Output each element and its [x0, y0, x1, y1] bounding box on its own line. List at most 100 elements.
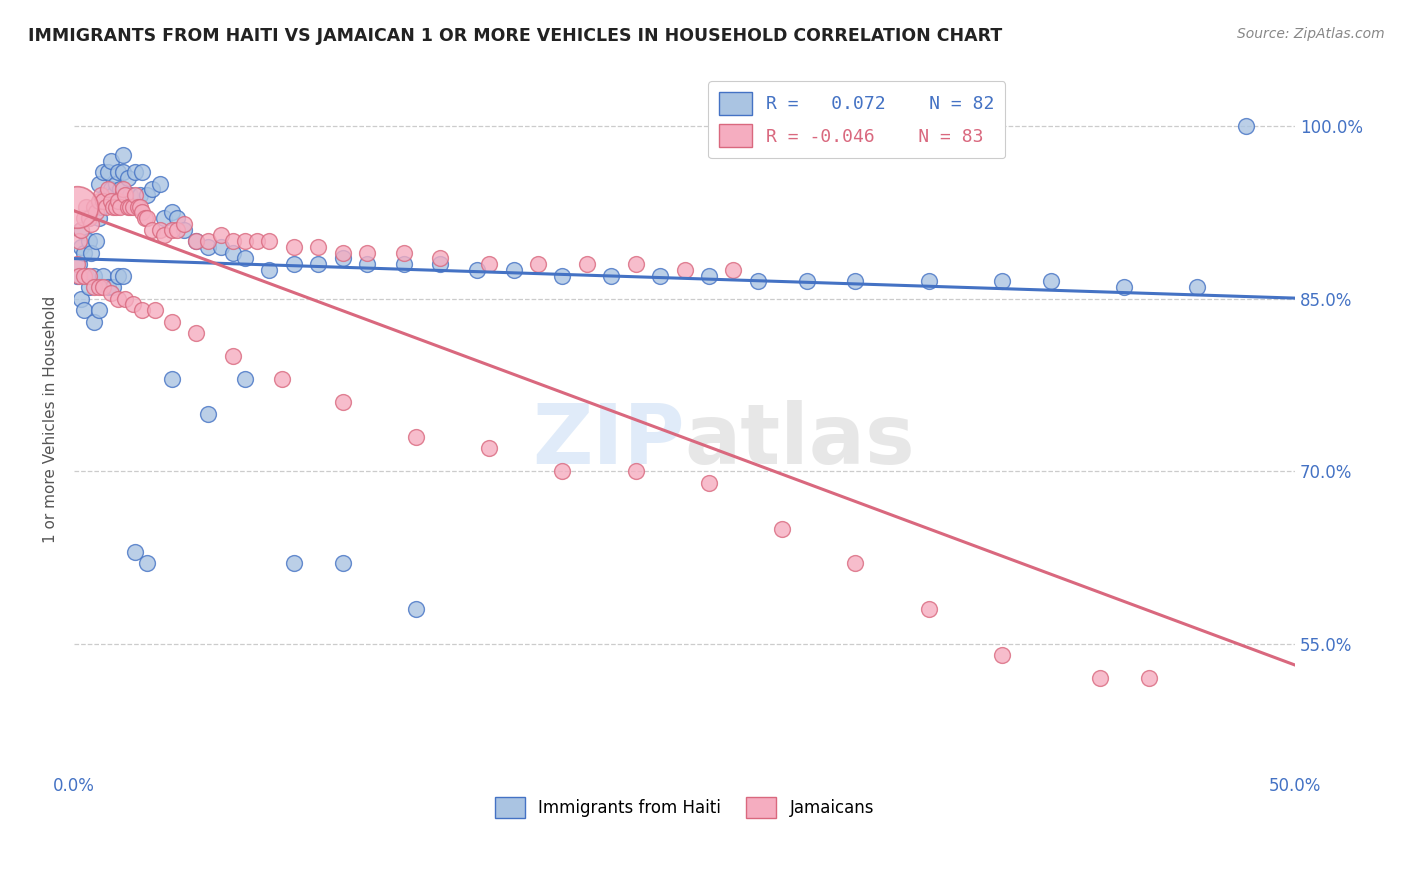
Point [148, 177, 170, 191]
Point [90, 188, 112, 202]
Point [87, 211, 110, 225]
Text: atlas: atlas [685, 400, 915, 481]
Point [1039, 274, 1062, 288]
Point [1187, 280, 1209, 294]
Point [1088, 671, 1111, 685]
Point [77, 280, 100, 294]
Point [197, 234, 219, 248]
Point [73, 303, 96, 318]
Point [65, 257, 87, 271]
Point [70, 240, 93, 254]
Point [80, 217, 103, 231]
Point [747, 274, 769, 288]
Point [75, 268, 97, 283]
Point [94, 188, 117, 202]
Point [723, 262, 745, 277]
Point [134, 211, 156, 225]
Point [131, 205, 153, 219]
Point [844, 274, 866, 288]
Point [67, 268, 90, 283]
Point [160, 314, 183, 328]
Point [551, 268, 574, 283]
Point [502, 262, 524, 277]
Point [166, 222, 188, 236]
Point [121, 297, 143, 311]
Point [624, 257, 647, 271]
Point [796, 274, 818, 288]
Point [356, 245, 378, 260]
Point [153, 228, 176, 243]
Text: ZIP: ZIP [531, 400, 685, 481]
Point [392, 245, 415, 260]
Point [332, 245, 354, 260]
Point [93, 194, 115, 208]
Point [478, 441, 501, 455]
Point [197, 240, 219, 254]
Point [222, 349, 245, 363]
Point [918, 602, 941, 616]
Point [186, 234, 208, 248]
Point [97, 280, 120, 294]
Text: Source: ZipAtlas.com: Source: ZipAtlas.com [1237, 27, 1385, 41]
Point [844, 556, 866, 570]
Point [186, 326, 208, 340]
Point [160, 372, 183, 386]
Point [283, 257, 305, 271]
Point [84, 205, 107, 219]
Point [991, 274, 1014, 288]
Point [209, 240, 232, 254]
Point [673, 262, 696, 277]
Point [405, 602, 427, 616]
Point [233, 234, 256, 248]
Point [991, 648, 1014, 662]
Point [222, 234, 245, 248]
Point [173, 217, 195, 231]
Point [87, 280, 110, 294]
Point [148, 222, 170, 236]
Point [120, 188, 142, 202]
Point [117, 170, 139, 185]
Point [141, 182, 163, 196]
Point [270, 372, 292, 386]
Point [117, 200, 139, 214]
Point [83, 200, 105, 214]
Point [104, 177, 127, 191]
Point [136, 211, 159, 225]
Point [209, 228, 232, 243]
Point [1234, 119, 1257, 133]
Point [111, 182, 134, 196]
Point [93, 268, 115, 283]
Point [575, 257, 598, 271]
Point [233, 252, 256, 266]
Point [259, 262, 281, 277]
Point [136, 556, 159, 570]
Point [405, 429, 427, 443]
Point [429, 257, 451, 271]
Point [197, 407, 219, 421]
Point [551, 464, 574, 478]
Point [65, 200, 87, 214]
Point [429, 252, 451, 266]
Point [124, 188, 146, 202]
Point [259, 234, 281, 248]
Point [77, 268, 100, 283]
Point [624, 464, 647, 478]
Point [246, 234, 269, 248]
Point [73, 268, 96, 283]
Point [129, 200, 152, 214]
Point [307, 257, 329, 271]
Point [332, 556, 354, 570]
Point [65, 268, 87, 283]
Point [283, 556, 305, 570]
Point [918, 274, 941, 288]
Point [186, 234, 208, 248]
Point [124, 165, 146, 179]
Point [111, 148, 134, 162]
Point [83, 280, 105, 294]
Point [83, 314, 105, 328]
Point [73, 245, 96, 260]
Point [87, 177, 110, 191]
Point [332, 395, 354, 409]
Point [111, 165, 134, 179]
Point [67, 234, 90, 248]
